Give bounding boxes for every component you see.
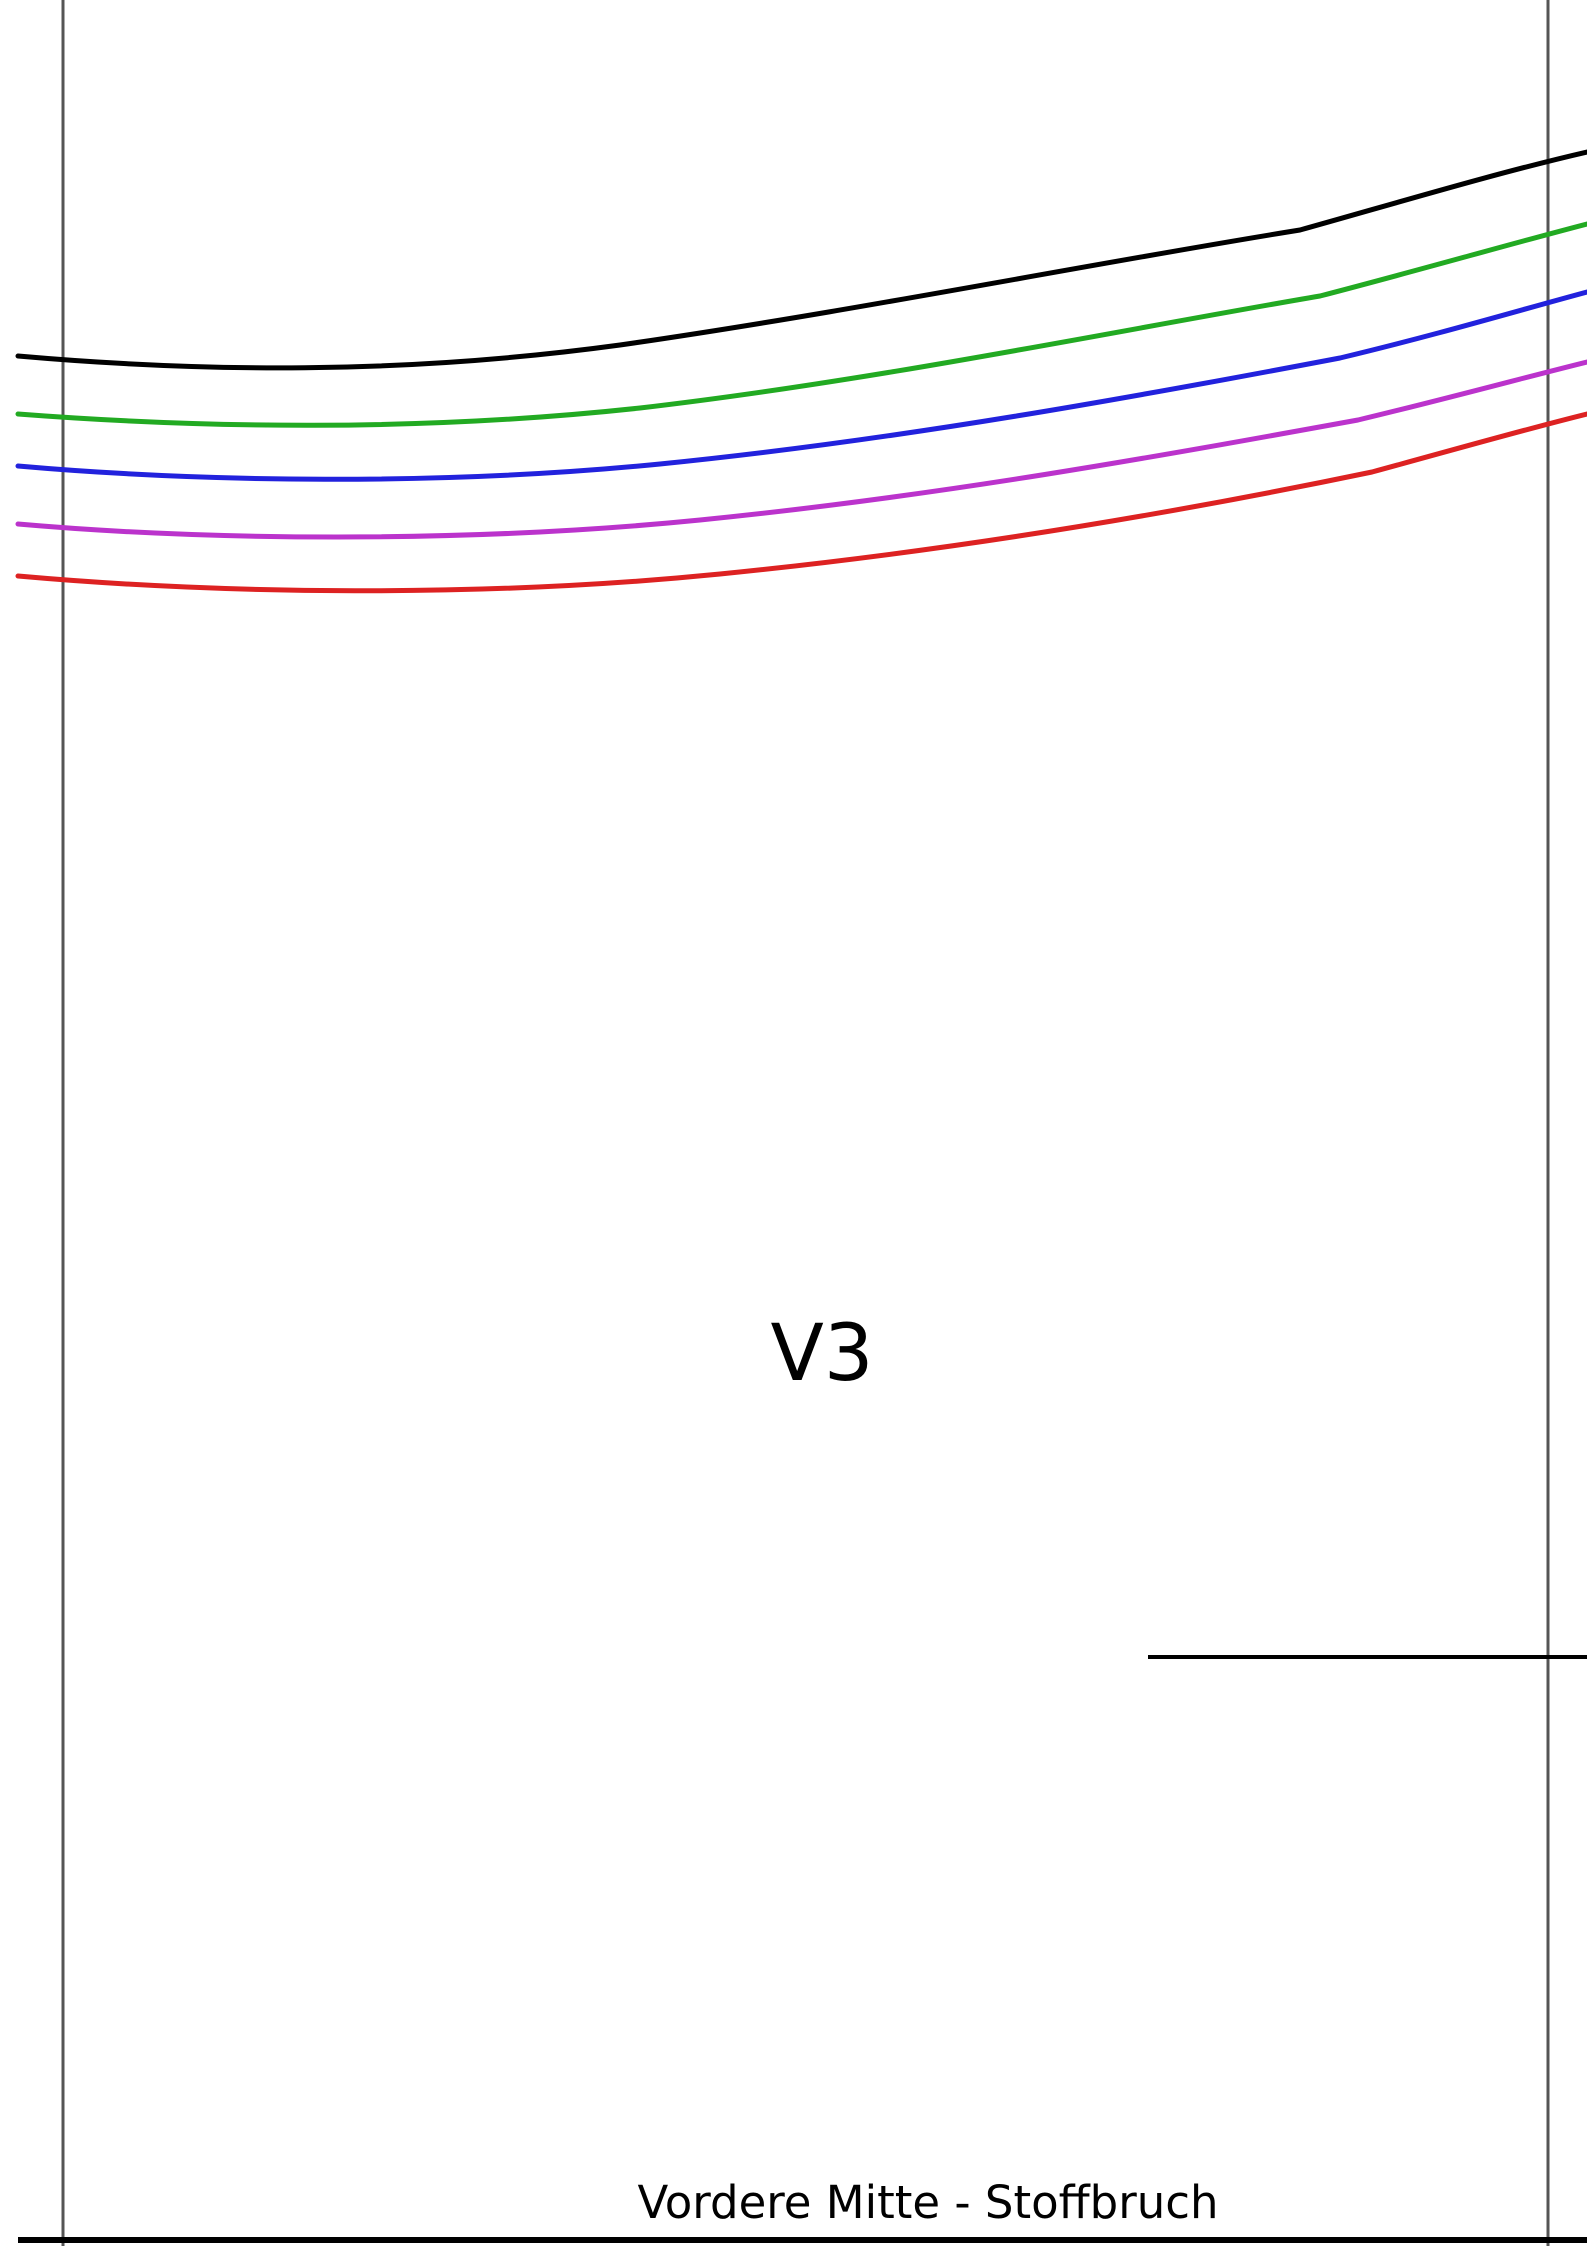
size-line-black [15, 149, 1587, 371]
fold-label: Vordere Mitte - Stoffbruch [637, 2176, 1218, 2229]
size-line-magenta [15, 359, 1587, 540]
size-line-red [15, 411, 1587, 594]
size-line-green [15, 221, 1587, 428]
size-line-blue [15, 289, 1587, 482]
piece-label: V3 [771, 1309, 874, 1399]
size-lines [15, 149, 1587, 594]
